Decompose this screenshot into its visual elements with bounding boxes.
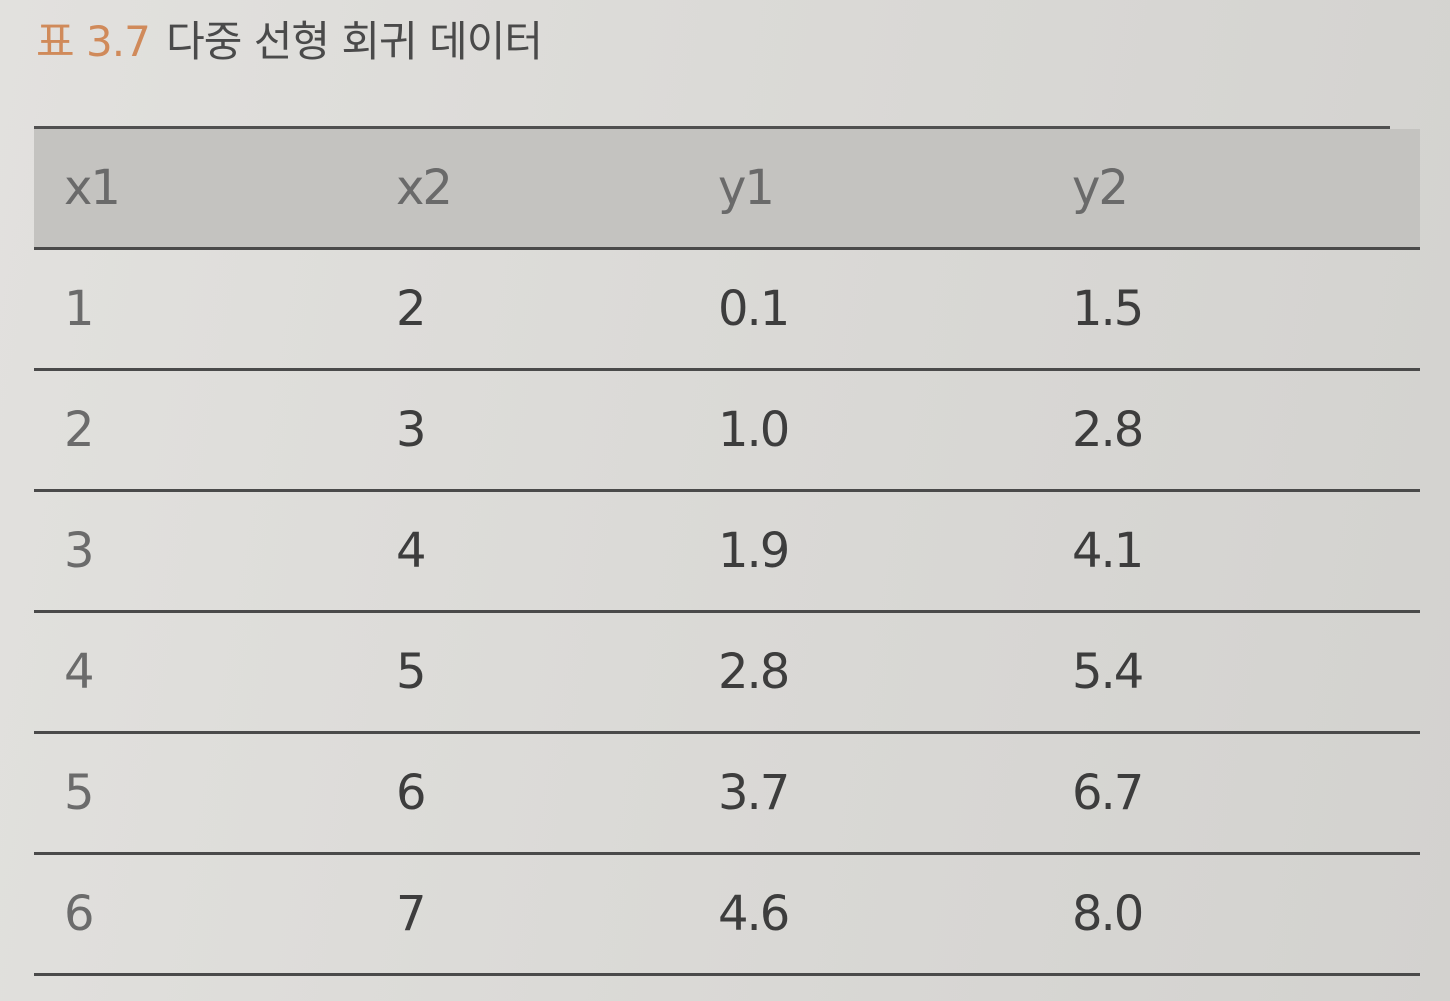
cell-y1: 1.9 bbox=[718, 490, 1072, 613]
cell-x2: 2 bbox=[396, 248, 718, 371]
cell-x2: 4 bbox=[396, 490, 718, 613]
table-row: 2 3 1.0 2.8 bbox=[34, 369, 1420, 492]
cell-x1: 2 bbox=[34, 369, 396, 492]
table-title: 다중 선형 회귀 데이터 bbox=[166, 17, 543, 66]
cell-y2: 5.4 bbox=[1072, 611, 1420, 734]
table-header-row: x1 x2 y1 y2 bbox=[34, 129, 1420, 250]
header-x1: x1 bbox=[34, 129, 396, 250]
table-row: 4 5 2.8 5.4 bbox=[34, 611, 1420, 734]
header-x2: x2 bbox=[396, 129, 718, 250]
cell-x1: 6 bbox=[34, 853, 396, 976]
regression-data-table: x1 x2 y1 y2 1 2 0.1 1.5 2 3 1.0 2.8 bbox=[34, 129, 1420, 976]
table-number: 표 3.7 bbox=[36, 17, 151, 66]
table-caption: 표 3.7 다중 선형 회귀 데이터 bbox=[36, 14, 543, 70]
cell-x1: 4 bbox=[34, 611, 396, 734]
cell-x1: 3 bbox=[34, 490, 396, 613]
cell-y1: 1.0 bbox=[718, 369, 1072, 492]
cell-x1: 1 bbox=[34, 248, 396, 371]
header-y2: y2 bbox=[1072, 129, 1420, 250]
cell-y2: 6.7 bbox=[1072, 732, 1420, 855]
cell-x2: 6 bbox=[396, 732, 718, 855]
table-row: 6 7 4.6 8.0 bbox=[34, 853, 1420, 976]
cell-y1: 0.1 bbox=[718, 248, 1072, 371]
cell-x2: 7 bbox=[396, 853, 718, 976]
data-table-container: x1 x2 y1 y2 1 2 0.1 1.5 2 3 1.0 2.8 bbox=[34, 126, 1420, 976]
table-row: 5 6 3.7 6.7 bbox=[34, 732, 1420, 855]
cell-y2: 2.8 bbox=[1072, 369, 1420, 492]
cell-y2: 4.1 bbox=[1072, 490, 1420, 613]
cell-x1: 5 bbox=[34, 732, 396, 855]
cell-y2: 8.0 bbox=[1072, 853, 1420, 976]
cell-y1: 2.8 bbox=[718, 611, 1072, 734]
cell-x2: 3 bbox=[396, 369, 718, 492]
cell-y1: 4.6 bbox=[718, 853, 1072, 976]
header-y1: y1 bbox=[718, 129, 1072, 250]
table-row: 3 4 1.9 4.1 bbox=[34, 490, 1420, 613]
table-top-rule bbox=[34, 126, 1390, 129]
cell-x2: 5 bbox=[396, 611, 718, 734]
table-row: 1 2 0.1 1.5 bbox=[34, 248, 1420, 371]
cell-y1: 3.7 bbox=[718, 732, 1072, 855]
cell-y2: 1.5 bbox=[1072, 248, 1420, 371]
